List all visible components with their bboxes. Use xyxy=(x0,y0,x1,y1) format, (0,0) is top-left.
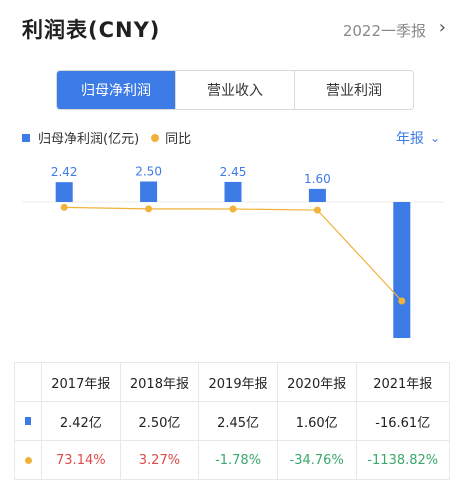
table-header-row: 2017年报 2018年报 2019年报 2020年报 2021年报 xyxy=(14,362,450,402)
table-cell: -1.78% xyxy=(198,440,278,480)
data-label: 2.45 xyxy=(220,165,247,179)
yoy-line xyxy=(64,206,403,302)
bar-legend-label: 归母净利润(亿元) xyxy=(38,132,140,147)
bar xyxy=(224,181,242,202)
metric-tabs: 归母净利润 营业收入 营业利润 xyxy=(56,70,414,110)
profit-chart: 2.422.502.451.60-16.61 xyxy=(22,165,444,338)
bar-series-marker xyxy=(25,416,31,425)
chart-legend: 归母净利润(亿元) 同比 xyxy=(22,128,191,147)
table-cell: 2.42亿 xyxy=(41,401,121,441)
bar xyxy=(393,202,411,338)
data-label: 2.42 xyxy=(51,165,78,179)
chevron-down-icon: ⌄ xyxy=(429,131,440,145)
table-cell: 2.45亿 xyxy=(198,401,278,441)
line-legend-swatch xyxy=(151,133,160,142)
tab-operating-profit[interactable]: 营业利润 xyxy=(294,71,413,109)
line-series-marker xyxy=(24,456,32,464)
table-cell: -1138.82% xyxy=(355,440,450,480)
yoy-point xyxy=(229,205,237,213)
table-row-profit: 2.42亿 2.50亿 2.45亿 1.60亿 -16.61亿 xyxy=(14,401,450,441)
yoy-point xyxy=(398,297,406,305)
header: 利润表(CNY) 2022一季报 › xyxy=(0,0,464,62)
table-header-cell: 2017年报 xyxy=(41,362,121,402)
bar xyxy=(140,181,158,202)
page-title: 利润表(CNY) xyxy=(22,18,161,42)
data-table: 2017年报 2018年报 2019年报 2020年报 2021年报 2.42亿… xyxy=(14,362,450,480)
bar-legend-swatch xyxy=(22,133,30,142)
table-cell: 3.27% xyxy=(119,440,200,480)
tab-net-profit[interactable]: 归母净利润 xyxy=(57,71,175,109)
table-cell: -34.76% xyxy=(276,440,357,480)
table-cell: 1.60亿 xyxy=(276,401,357,441)
table-cell: 73.14% xyxy=(41,440,121,480)
table-header-cell: 2020年报 xyxy=(276,362,357,402)
data-label: 1.60 xyxy=(304,172,331,186)
table-row-yoy: 73.14% 3.27% -1.78% -34.76% -1138.82% xyxy=(14,440,450,480)
table-cell: 2.50亿 xyxy=(119,401,200,441)
table-header-cell: 2021年报 xyxy=(355,362,450,402)
annual-report-dropdown[interactable]: 年报 ⌄ xyxy=(396,128,440,148)
report-period-selector[interactable]: 2022一季报 xyxy=(342,22,426,40)
data-label: 2.50 xyxy=(135,165,162,179)
line-legend-label: 同比 xyxy=(165,132,192,147)
annual-report-label: 年报 xyxy=(395,131,424,147)
yoy-point xyxy=(313,206,321,214)
yoy-point xyxy=(145,205,153,213)
yoy-point xyxy=(60,203,68,211)
table-cell: -16.61亿 xyxy=(355,401,450,441)
table-header-cell: 2018年报 xyxy=(119,362,200,402)
bar xyxy=(55,182,73,202)
tab-revenue[interactable]: 营业收入 xyxy=(175,71,294,109)
bar xyxy=(308,188,326,202)
table-header-cell: 2019年报 xyxy=(198,362,278,402)
chevron-right-icon[interactable]: › xyxy=(438,17,446,38)
